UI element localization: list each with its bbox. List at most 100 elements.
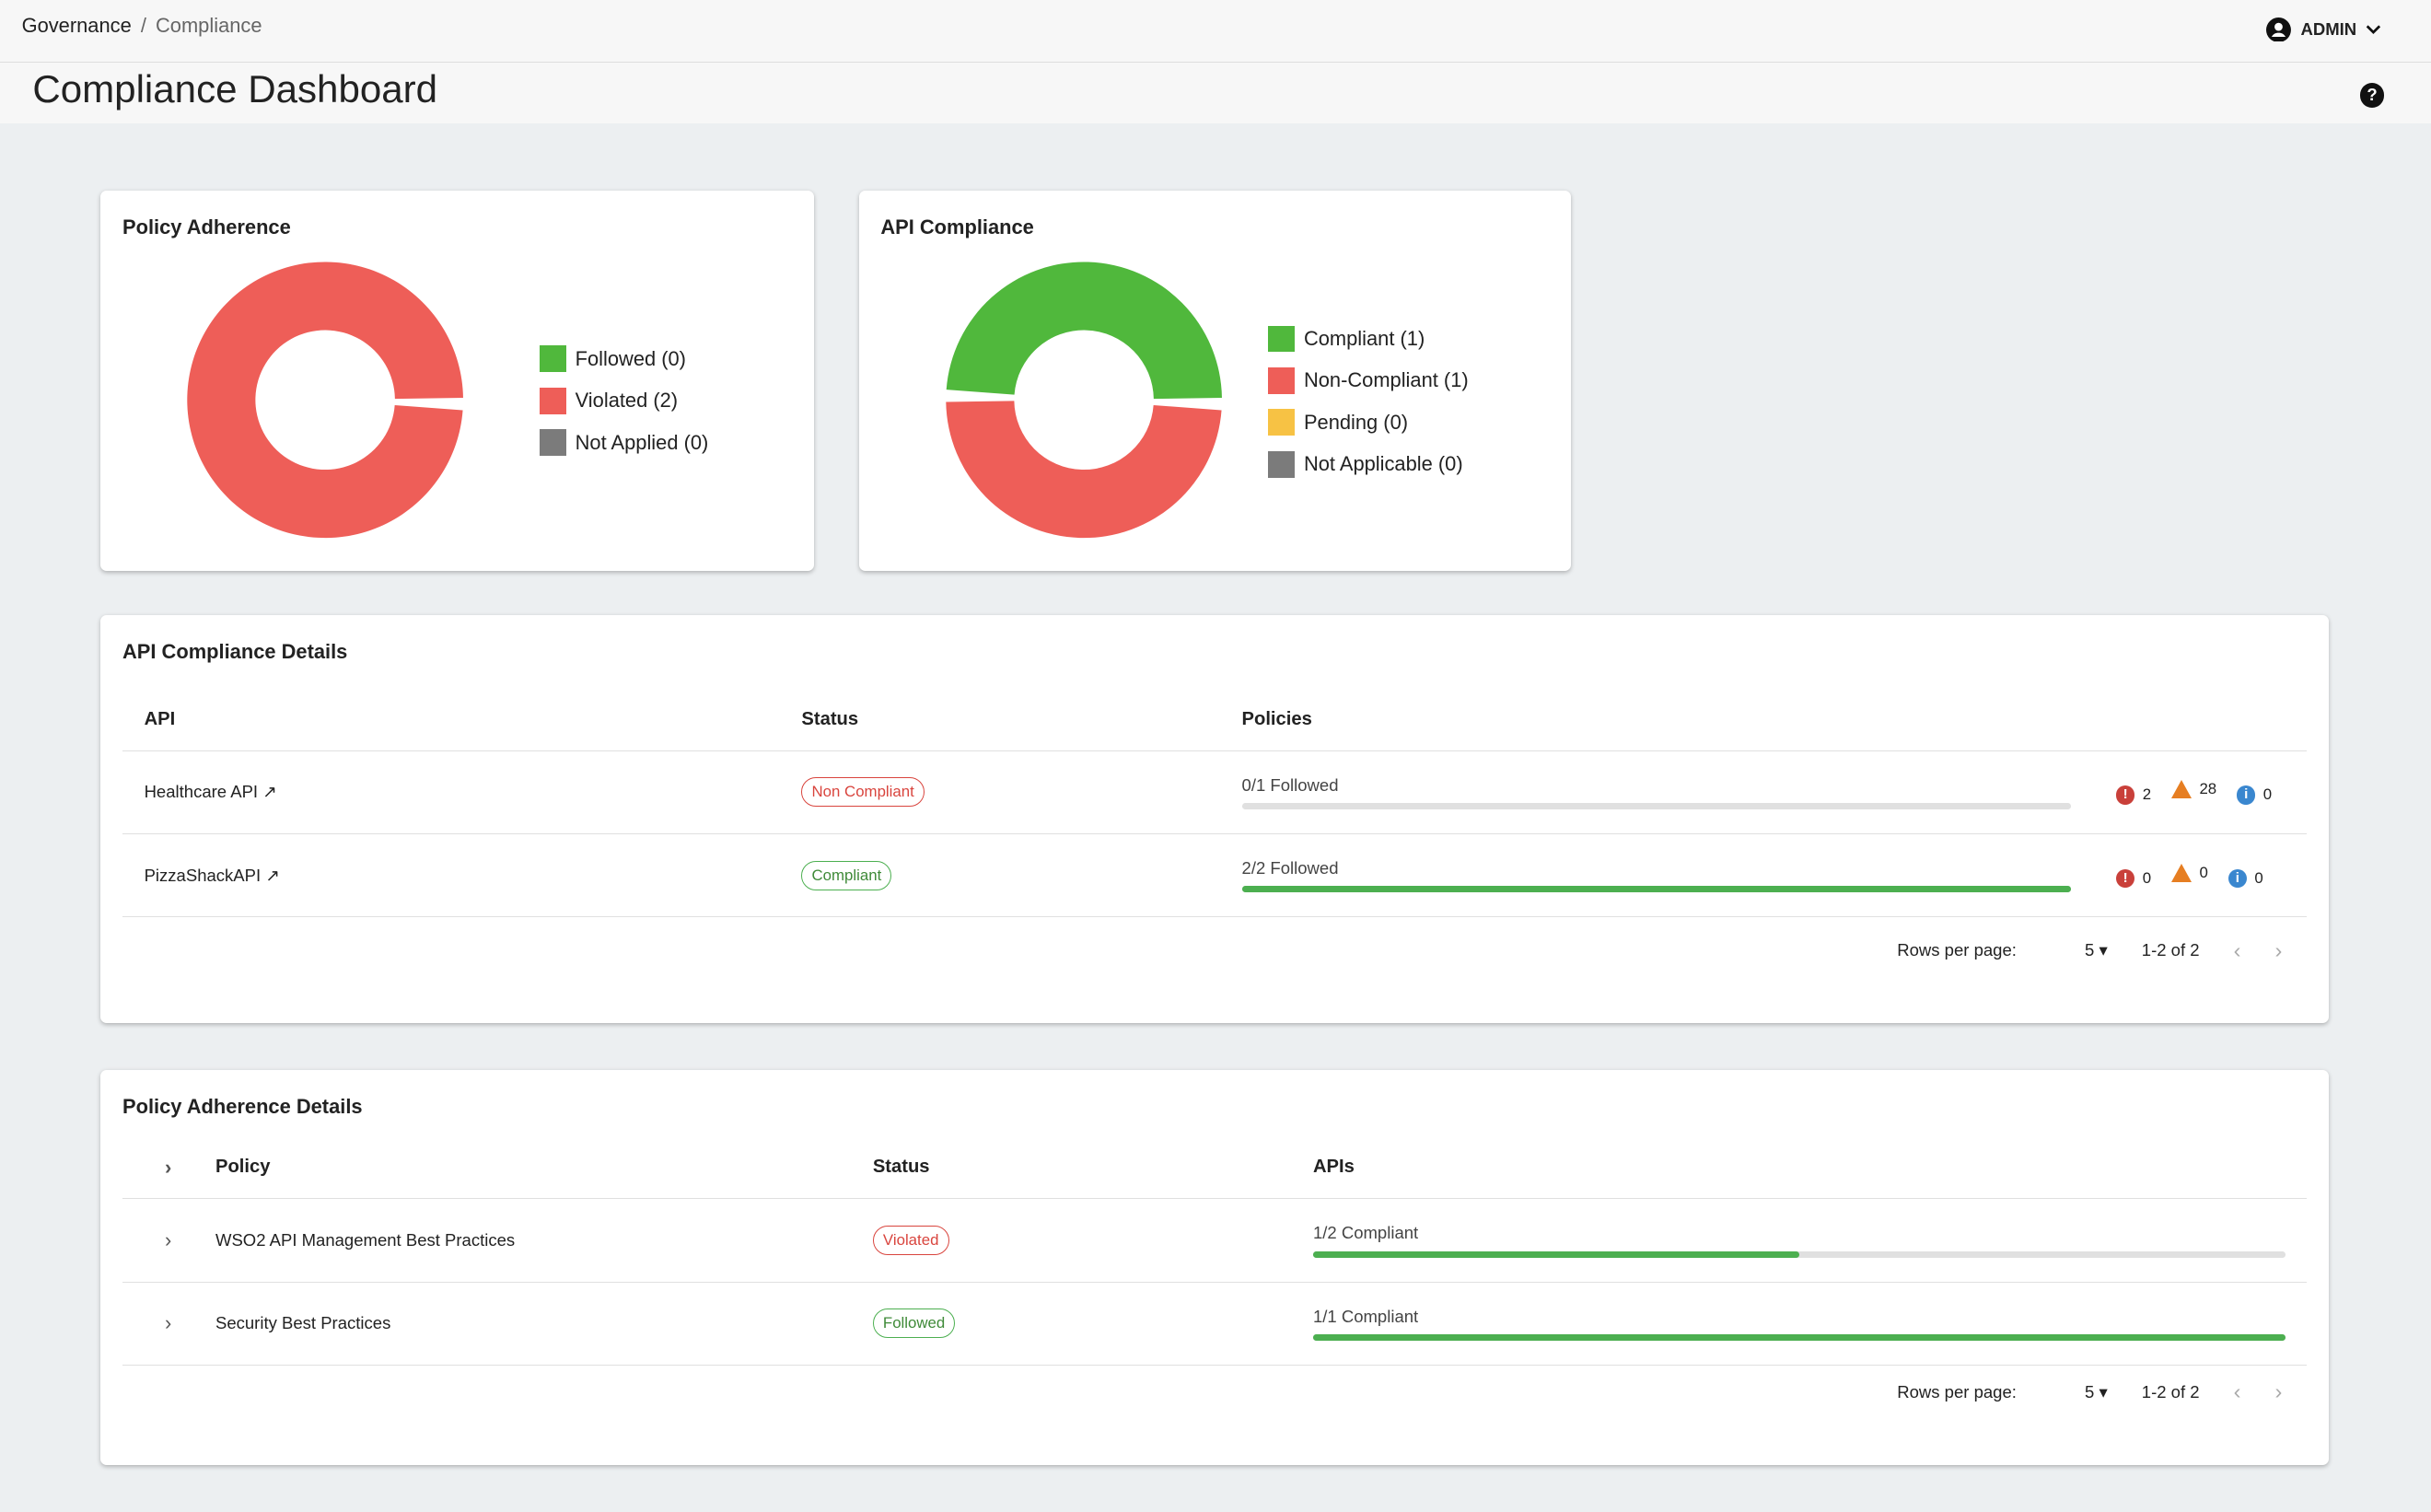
error-count: 2: [2142, 785, 2152, 804]
top-bar: Governance / Compliance ADMIN: [0, 0, 2431, 64]
table-row: › WSO2 API Management Best Practices Vio…: [122, 1198, 2308, 1283]
table-row: PizzaShackAPI ↗ Compliant 2/2 Followed !…: [122, 833, 2308, 918]
column-status: Status: [799, 688, 1240, 751]
next-page-button[interactable]: ›: [2274, 1379, 2283, 1404]
progress-label: 1/1 Compliant: [1312, 1306, 1419, 1326]
external-link-icon[interactable]: ↗: [265, 865, 280, 885]
chevron-down-icon: [2367, 25, 2381, 35]
card-title: Policy Adherence: [122, 215, 291, 239]
help-icon[interactable]: ?: [2359, 83, 2385, 109]
status-cell: Followed: [871, 1282, 1312, 1366]
progress-label: 2/2 Followed: [1241, 858, 1339, 878]
legend-item: Not Applicable (0): [1268, 443, 1468, 484]
api-compliance-donut: [946, 262, 1222, 539]
donut-slice[interactable]: [946, 401, 1222, 539]
rows-per-page-select[interactable]: 5 ▾: [2084, 1381, 2108, 1402]
progress-bar: [1241, 803, 2072, 810]
rows-per-page-label: Rows per page:: [1897, 940, 2017, 960]
column-issues: [2072, 688, 2308, 751]
legend-swatch: [1268, 409, 1295, 436]
legend-label: Compliant (1): [1303, 326, 1425, 350]
pagination: Rows per page: 5 ▾ 1-2 of 2 ‹ ›: [1863, 1379, 2282, 1404]
warning-count: 0: [2199, 863, 2208, 881]
breadcrumb-current: Compliance: [156, 14, 262, 38]
api-compliance-card: API Compliance Compliant (1) Non-Complia…: [858, 191, 1571, 571]
legend-item: Violated (2): [539, 379, 708, 421]
progress-bar: [1312, 1334, 2286, 1341]
legend-swatch: [1268, 325, 1295, 353]
column-api: API: [122, 688, 800, 751]
api-cell: Healthcare API ↗: [122, 750, 800, 835]
page-range: 1-2 of 2: [2141, 1381, 2200, 1402]
legend: Compliant (1) Non-Compliant (1) Pending …: [1268, 318, 1469, 485]
page-range: 1-2 of 2: [2141, 940, 2200, 960]
expand-row-button[interactable]: ›: [122, 1282, 215, 1366]
policy-adherence-table: › Policy Status APIs › WSO2 API Manageme…: [122, 1136, 2308, 1366]
info-icon: i: [2237, 785, 2256, 805]
expand-row-button[interactable]: ›: [122, 1198, 215, 1283]
card-title: API Compliance: [880, 215, 1034, 239]
breadcrumb-separator: /: [140, 14, 146, 38]
page-title: Compliance Dashboard: [32, 67, 438, 111]
api-link[interactable]: PizzaShackAPI: [144, 865, 262, 885]
status-badge: Violated: [872, 1225, 949, 1256]
info-count: 0: [2262, 785, 2273, 804]
policies-cell: 0/1 Followed: [1239, 750, 2073, 835]
column-apis: APIs: [1311, 1136, 2308, 1200]
table-header: › Policy Status APIs: [122, 1136, 2308, 1200]
api-cell: PizzaShackAPI ↗: [122, 833, 800, 918]
card-title: API Compliance Details: [122, 640, 348, 664]
info-count: 0: [2254, 868, 2263, 887]
warning-icon: [2171, 780, 2193, 799]
legend-label: Followed (0): [575, 346, 686, 370]
policy-name: WSO2 API Management Best Practices: [214, 1198, 872, 1283]
breadcrumb: Governance / Compliance: [22, 14, 262, 38]
progress-label: 0/1 Followed: [1241, 774, 1339, 795]
status-cell: Non Compliant: [799, 750, 1240, 835]
legend-item: Followed (0): [539, 338, 708, 379]
error-icon: !: [2116, 868, 2135, 888]
legend-label: Violated (2): [575, 389, 679, 413]
policy-adherence-details-card: Policy Adherence Details › Policy Status…: [100, 1069, 2329, 1466]
column-status: Status: [871, 1136, 1312, 1200]
legend-swatch: [539, 345, 566, 373]
user-menu[interactable]: ADMIN: [2266, 17, 2381, 42]
progress-label: 1/2 Compliant: [1312, 1223, 1419, 1243]
table-row: Healthcare API ↗ Non Compliant 0/1 Follo…: [122, 750, 2308, 835]
policy-adherence-donut: [187, 262, 464, 539]
donut-slice[interactable]: [187, 262, 464, 539]
next-page-button[interactable]: ›: [2274, 937, 2283, 962]
policy-adherence-card: Policy Adherence Followed (0) Violated (…: [100, 191, 814, 571]
legend-item: Pending (0): [1268, 401, 1468, 443]
info-icon: i: [2227, 868, 2247, 888]
rows-per-page-select[interactable]: 5 ▾: [2084, 940, 2108, 960]
column-policies: Policies: [1239, 688, 2073, 751]
legend-item: Non-Compliant (1): [1268, 360, 1469, 401]
legend-label: Not Applicable (0): [1303, 452, 1463, 476]
external-link-icon[interactable]: ↗: [262, 782, 277, 802]
donut-slice[interactable]: [946, 262, 1222, 400]
legend-swatch: [1268, 367, 1295, 394]
account-icon: [2266, 17, 2292, 42]
table-row: › Security Best Practices Followed 1/1 C…: [122, 1282, 2308, 1366]
expand-all-button[interactable]: ›: [122, 1136, 215, 1200]
api-link[interactable]: Healthcare API: [144, 782, 259, 802]
legend-label: Not Applied (0): [575, 430, 709, 454]
previous-page-button[interactable]: ‹: [2233, 1379, 2241, 1404]
card-title: Policy Adherence Details: [122, 1094, 363, 1118]
progress-fill: [1241, 886, 2072, 893]
error-count: 0: [2142, 868, 2152, 887]
policy-name: Security Best Practices: [214, 1282, 872, 1366]
pagination: Rows per page: 5 ▾ 1-2 of 2 ‹ ›: [1863, 938, 2282, 963]
status-badge: Non Compliant: [801, 777, 925, 808]
api-compliance-table: API Status Policies Healthcare API ↗ Non…: [122, 688, 2308, 918]
status-badge: Compliant: [801, 860, 892, 890]
chevron-right-icon: ›: [165, 1311, 172, 1335]
status-badge: Followed: [872, 1308, 956, 1339]
legend-label: Non-Compliant (1): [1303, 368, 1469, 392]
legend-item: Compliant (1): [1268, 318, 1468, 359]
breadcrumb-governance[interactable]: Governance: [21, 14, 132, 38]
previous-page-button[interactable]: ‹: [2233, 937, 2241, 962]
